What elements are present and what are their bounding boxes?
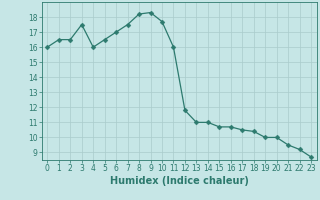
X-axis label: Humidex (Indice chaleur): Humidex (Indice chaleur)	[110, 176, 249, 186]
